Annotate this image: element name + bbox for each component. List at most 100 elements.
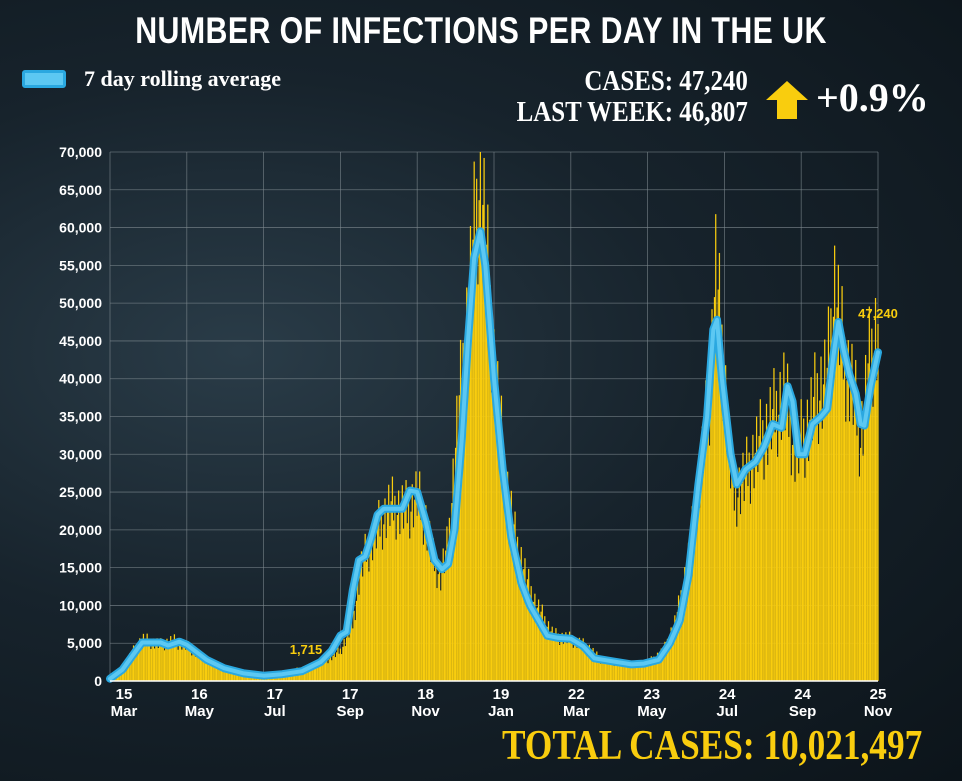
daily-case-bar <box>842 379 844 681</box>
daily-case-bar <box>315 665 317 681</box>
daily-case-bar <box>759 399 761 681</box>
x-tick-day: 22 <box>568 686 585 703</box>
daily-case-bar <box>127 658 130 681</box>
daily-case-bar <box>799 436 801 681</box>
daily-case-bar <box>124 664 126 681</box>
daily-case-bar <box>209 662 211 681</box>
y-tick-label: 0 <box>94 673 102 689</box>
daily-case-bar <box>774 432 776 681</box>
daily-case-bar <box>618 663 620 681</box>
daily-case-bar <box>571 637 573 681</box>
daily-case-bar <box>359 571 361 681</box>
daily-case-bar <box>855 359 857 681</box>
daily-case-bar <box>780 439 782 681</box>
daily-case-bar <box>430 561 432 681</box>
daily-case-bar <box>741 483 743 681</box>
daily-case-bar <box>458 395 460 681</box>
daily-case-bar <box>493 329 495 681</box>
daily-case-bar <box>786 363 789 681</box>
daily-case-bar <box>835 352 837 681</box>
daily-case-bar <box>701 426 703 681</box>
daily-case-bar <box>860 447 862 681</box>
daily-case-bar <box>742 452 744 681</box>
daily-case-bar <box>420 519 422 681</box>
daily-case-bar <box>192 651 194 681</box>
daily-case-bar <box>352 628 354 681</box>
daily-case-bar <box>225 670 228 681</box>
daily-case-bar <box>510 490 512 681</box>
annotation-label: 1,715 <box>290 642 323 657</box>
cases-stat: CASES: 47,240 <box>584 65 748 97</box>
daily-case-bar <box>663 649 665 681</box>
daily-case-bar <box>772 409 774 681</box>
daily-case-bar <box>208 664 210 681</box>
daily-case-bar <box>482 204 484 681</box>
daily-case-bar <box>368 571 370 681</box>
daily-case-bar <box>136 651 138 681</box>
legend: 7 day rolling average <box>22 66 281 92</box>
x-tick-day: 17 <box>342 686 359 703</box>
daily-case-bar <box>210 660 213 681</box>
daily-case-bar <box>487 204 489 681</box>
daily-case-bar <box>492 358 494 681</box>
daily-case-bar <box>630 666 633 681</box>
daily-case-bar <box>303 669 306 681</box>
daily-case-bar <box>327 663 329 681</box>
daily-case-bar <box>820 356 822 681</box>
daily-case-bar <box>214 661 216 681</box>
daily-case-bar <box>635 664 638 681</box>
daily-case-bar <box>447 554 449 681</box>
daily-case-bar <box>810 377 812 681</box>
daily-case-bar <box>796 418 799 681</box>
daily-case-bar <box>163 650 166 681</box>
daily-case-bar <box>523 569 525 681</box>
daily-case-bar <box>490 392 493 681</box>
daily-case-bar <box>685 587 687 681</box>
daily-case-bar <box>489 285 491 681</box>
daily-case-bar <box>218 668 220 681</box>
daily-case-bar <box>736 526 738 681</box>
daily-case-bar <box>337 647 339 681</box>
daily-case-bar <box>707 384 709 681</box>
daily-case-bar <box>322 662 324 681</box>
daily-case-bar <box>845 421 847 681</box>
daily-case-bar <box>744 469 747 681</box>
daily-case-bar <box>858 476 861 681</box>
daily-case-bar <box>840 324 842 681</box>
daily-case-bar <box>201 652 203 681</box>
daily-case-bar <box>753 488 755 681</box>
legend-label: 7 day rolling average <box>84 66 281 91</box>
daily-case-bar <box>334 657 337 681</box>
daily-case-bar <box>580 647 582 681</box>
daily-case-bar <box>177 649 179 681</box>
y-tick-label: 30,000 <box>59 446 102 462</box>
daily-case-bar <box>720 358 722 681</box>
daily-case-bar <box>132 645 135 681</box>
daily-case-bar <box>139 638 141 681</box>
daily-case-bar <box>628 664 630 681</box>
daily-case-bar <box>725 365 727 681</box>
daily-case-bar <box>141 639 143 681</box>
daily-case-bar <box>349 627 351 681</box>
daily-case-bar <box>777 456 779 681</box>
daily-case-bar <box>826 367 828 681</box>
daily-case-bar <box>694 502 696 681</box>
daily-case-bar <box>339 648 342 681</box>
daily-case-bar <box>360 551 363 681</box>
daily-case-bar <box>129 653 131 681</box>
daily-case-bar <box>866 417 868 681</box>
daily-case-bar <box>551 626 553 681</box>
daily-case-bar <box>402 528 405 681</box>
daily-case-bar <box>162 641 164 681</box>
daily-case-bar <box>619 661 621 681</box>
daily-case-bar <box>137 645 140 681</box>
daily-case-bar <box>373 537 375 681</box>
daily-case-bar <box>347 628 349 681</box>
daily-case-bar <box>848 421 851 681</box>
daily-case-bar <box>394 495 396 681</box>
daily-case-bar <box>158 643 161 681</box>
daily-case-bar <box>638 666 640 681</box>
daily-case-bar <box>758 435 760 681</box>
last-week-stat: LAST WEEK: 46,807 <box>516 96 748 128</box>
daily-case-bar <box>809 419 811 681</box>
